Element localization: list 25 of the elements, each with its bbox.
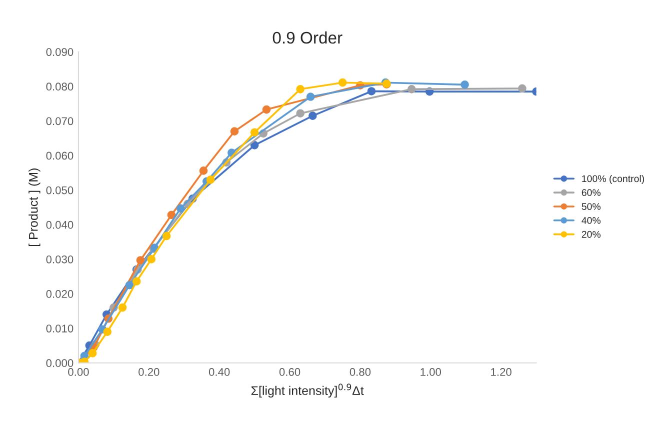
legend-label: 20% bbox=[582, 230, 601, 238]
y-tick-label: 0.090 bbox=[46, 48, 74, 56]
legend-label: 60% bbox=[582, 189, 601, 196]
y-tick-label: 0.080 bbox=[46, 82, 74, 91]
y-tick-label: 0.070 bbox=[46, 117, 74, 126]
y-tick-label: 0.060 bbox=[46, 152, 74, 160]
y-tick-label: 0.010 bbox=[46, 324, 74, 332]
x-tick-label: 1.00 bbox=[420, 368, 442, 376]
x-tick-label: 0.40 bbox=[208, 368, 230, 376]
legend-label: 100% (control) bbox=[582, 174, 644, 184]
x-tick-label: 1.20 bbox=[491, 368, 512, 376]
y-tick-label: 0.030 bbox=[46, 255, 74, 264]
x-tick-label: 0.20 bbox=[138, 368, 160, 376]
y-tick-label: 0.000 bbox=[46, 359, 74, 368]
x-axis-title: Σ[light intensity]$^{0.9}$Δt bbox=[251, 384, 364, 398]
chart-title: 0.9 Order bbox=[272, 31, 342, 44]
x-tick-label: 0.80 bbox=[350, 368, 371, 376]
y-axis-title: [ Product ] (M) bbox=[28, 168, 40, 246]
y-tick-label: 0.050 bbox=[46, 186, 74, 194]
y-tick-label: 0.020 bbox=[46, 290, 74, 298]
y-tick-label: 0.040 bbox=[46, 220, 74, 229]
legend-label: 50% bbox=[582, 203, 601, 210]
x-tick-label: 0.00 bbox=[68, 368, 89, 376]
x-tick-label: 0.60 bbox=[279, 368, 300, 376]
legend-label: 40% bbox=[582, 217, 601, 224]
